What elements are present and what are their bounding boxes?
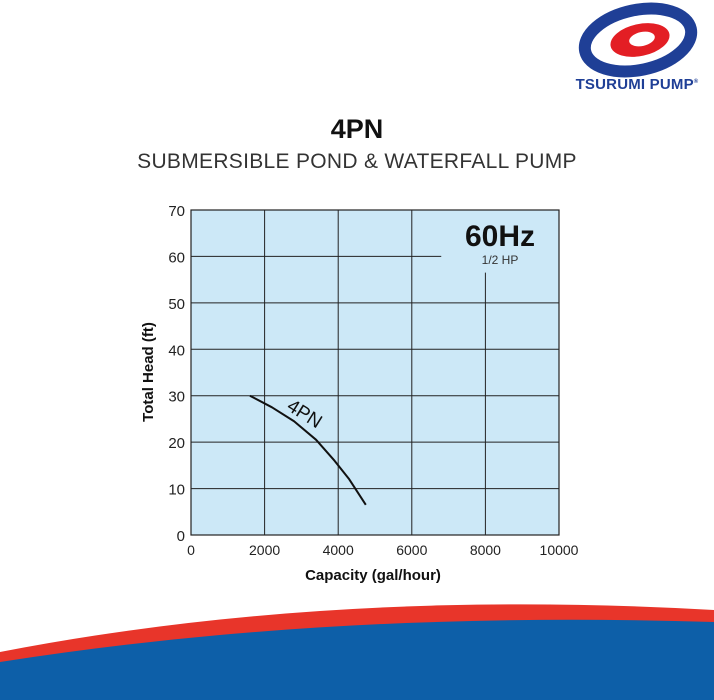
y-tick-label: 50	[168, 296, 185, 313]
horsepower-label: 1/2 HP	[482, 253, 519, 267]
y-tick-label: 10	[168, 482, 185, 499]
y-axis-label: Total Head (ft)	[140, 322, 157, 422]
x-tick-label: 6000	[396, 542, 427, 558]
y-tick-label: 0	[177, 528, 185, 545]
series-line-4pn	[249, 394, 367, 506]
tsurumi-logo	[578, 2, 698, 78]
x-tick-labels: 0 2000 4000 6000 8000 10000	[187, 542, 579, 558]
x-tick-label: 8000	[470, 542, 501, 558]
grid-lines	[191, 210, 559, 535]
y-tick-label: 20	[168, 435, 185, 452]
x-tick-label: 10000	[540, 542, 579, 558]
performance-chart: 0 10 20 30 40 50 60 70 0 2000 4000 6000 8000 10000 4…	[140, 203, 579, 584]
plot-background	[190, 209, 560, 536]
y-tick-label: 60	[168, 249, 185, 266]
x-tick-label: 0	[187, 542, 195, 558]
page-title: 4PN	[330, 114, 384, 144]
y-tick-label: 30	[168, 389, 185, 406]
frequency-label: 60Hz	[465, 220, 535, 253]
y-tick-labels: 0 10 20 30 40 50 60 70	[168, 203, 185, 545]
x-tick-label: 2000	[249, 542, 280, 558]
y-tick-label: 40	[168, 342, 185, 359]
page-subtitle: SUBMERSIBLE POND & WATERFALL PUMP	[137, 150, 577, 173]
x-tick-label: 4000	[323, 542, 354, 558]
x-axis-label: Capacity (gal/hour)	[305, 567, 441, 584]
y-tick-label: 70	[168, 203, 185, 220]
bottom-wave-decoration	[0, 604, 714, 700]
brand-name: TSURUMI PUMP®	[575, 76, 699, 93]
plot-area	[190, 209, 560, 536]
wave-blue	[0, 619, 714, 700]
